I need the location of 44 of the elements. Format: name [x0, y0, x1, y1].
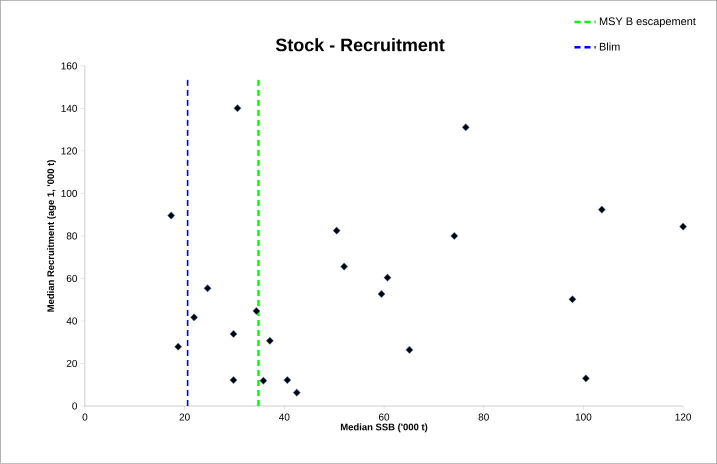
x-axis-title: Median SSB ('000 t): [340, 423, 428, 432]
y-tick-label: 0: [72, 402, 78, 410]
y-tick-label: 60: [66, 274, 78, 282]
point: [190, 314, 198, 322]
point: [266, 336, 274, 345]
point: [332, 226, 340, 235]
point: [174, 342, 182, 351]
x-tick-label: 60: [378, 414, 390, 421]
y-tick-label: 120: [62, 147, 78, 154]
y-tick-label: 100: [62, 190, 78, 197]
y-tick-label: 40: [66, 317, 78, 325]
chart-title: Stock - Recruitment: [276, 38, 445, 52]
point: [450, 232, 458, 240]
point: [406, 346, 414, 354]
y-tick-label: 80: [66, 232, 78, 240]
y-tick-label: 20: [66, 360, 78, 368]
point: [679, 222, 687, 230]
legend-label: Blim: [600, 42, 620, 50]
point: [582, 374, 590, 382]
point: [568, 295, 576, 304]
point: [284, 376, 292, 384]
x-tick-label: 80: [478, 414, 489, 421]
x-tick-label: 20: [180, 414, 190, 421]
point: [378, 290, 386, 298]
x-tick-label: 40: [279, 414, 290, 421]
point: [230, 376, 238, 384]
point: [340, 262, 348, 270]
point: [204, 284, 212, 292]
point: [384, 274, 392, 282]
x-tick-label: 100: [576, 414, 592, 421]
legend-label: MSY B escapement: [600, 17, 696, 28]
point: [234, 104, 242, 112]
point: [167, 212, 175, 220]
y-tick-label: 160: [62, 62, 78, 70]
point: [293, 388, 301, 396]
y-axis-title: Median Recruitment (age 1, '000 t): [47, 160, 56, 312]
x-tick-label: 0: [82, 414, 88, 421]
point: [462, 124, 470, 132]
point: [230, 330, 238, 338]
point: [598, 206, 606, 214]
x-tick-label: 120: [676, 414, 692, 421]
y-tick-label: 140: [62, 104, 78, 112]
point: [260, 376, 268, 385]
point: [252, 307, 260, 315]
